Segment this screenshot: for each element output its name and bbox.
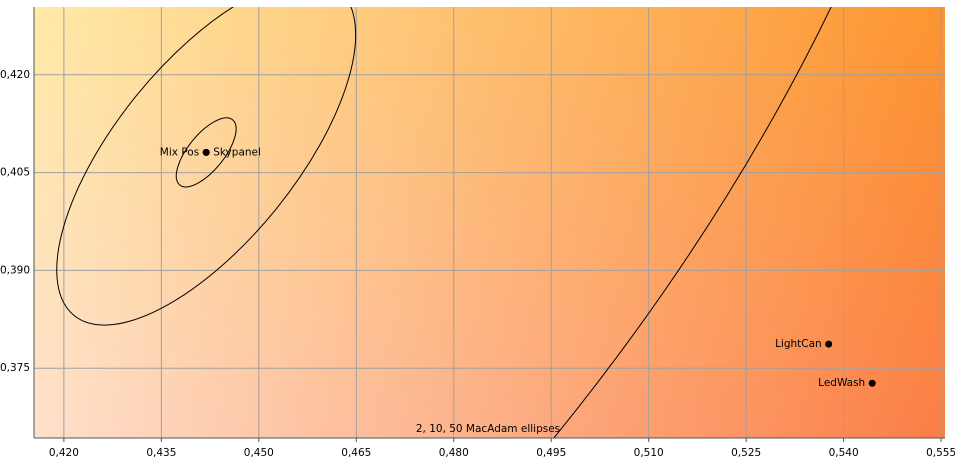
- point: [868, 379, 876, 387]
- point-label: Skypanel: [213, 146, 261, 158]
- x-tick-label: 0,540: [829, 447, 859, 459]
- point-label: Mix Pos: [160, 146, 199, 158]
- x-tick-label: 0,420: [49, 447, 79, 459]
- x-tick-label: 0,435: [146, 447, 176, 459]
- x-tick-label: 0,525: [731, 447, 761, 459]
- macadam-ellipse: [175, 117, 237, 188]
- macadam-ellipse: [56, 7, 357, 326]
- x-tick-label: 0,555: [926, 447, 955, 459]
- y-tick-label: 0,420: [0, 69, 30, 81]
- x-tick-label: 0,450: [244, 447, 274, 459]
- point: [825, 340, 833, 348]
- x-tick-label: 0,495: [536, 447, 566, 459]
- points: Mix Pos Skypanel LightCan LedWash: [160, 146, 876, 389]
- y-tick-label: 0,390: [0, 264, 30, 276]
- x-tick-label: 0,510: [634, 447, 664, 459]
- x-tick-label: 0,465: [341, 447, 371, 459]
- x-tick-label: 0,480: [439, 447, 469, 459]
- point-label: LedWash: [818, 377, 865, 389]
- ellipse-label: 2, 10, 50 MacAdam ellipses: [416, 423, 560, 435]
- plot-background-shade: [34, 7, 945, 438]
- point-label: LightCan: [775, 338, 822, 350]
- y-tick-label: 0,375: [0, 362, 30, 374]
- point: [202, 148, 210, 156]
- y-tick-label: 0,405: [0, 167, 30, 179]
- grid: [34, 7, 945, 438]
